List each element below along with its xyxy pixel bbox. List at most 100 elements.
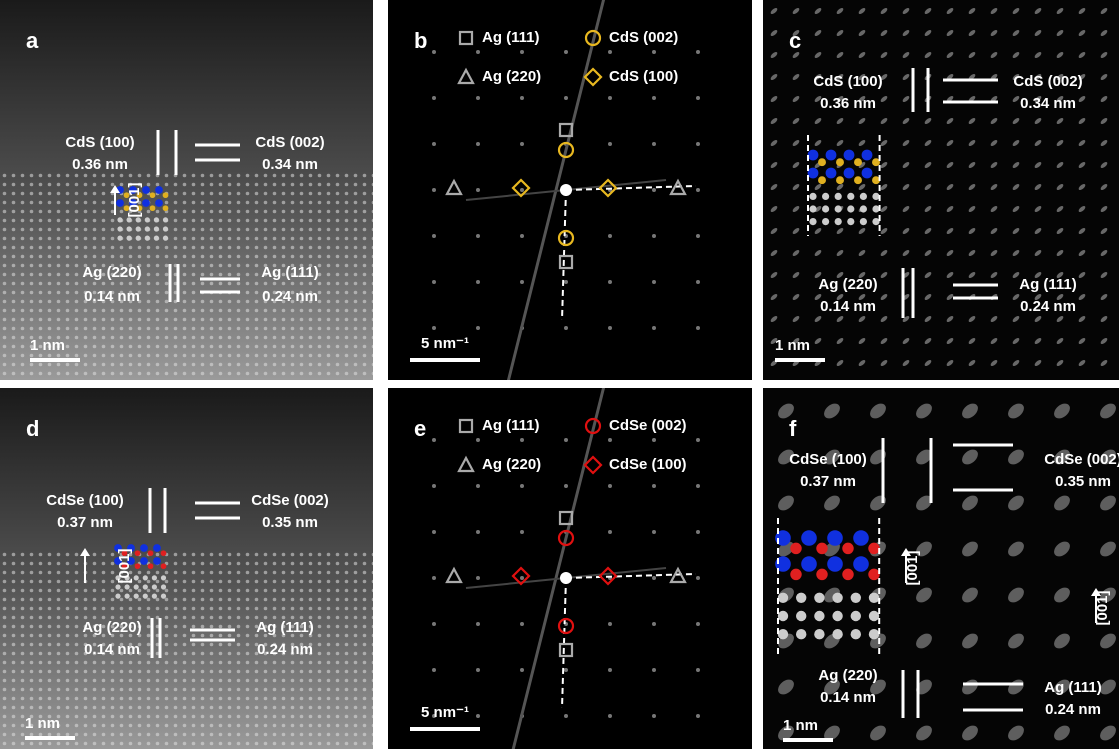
ag-atom — [835, 205, 842, 212]
annotation: CdS (002) — [1013, 73, 1082, 90]
ag-atom — [154, 236, 159, 241]
fft-spot — [696, 326, 700, 330]
atom — [163, 192, 169, 198]
annotation: 0.14 nm — [820, 298, 876, 315]
fft-spot — [432, 484, 436, 488]
annotation: Ag (220) — [82, 264, 141, 281]
atom — [790, 569, 801, 580]
legend-label: CdS (002) — [609, 29, 678, 46]
annotation: [001] — [1094, 590, 1111, 625]
ag-atom — [152, 575, 157, 580]
atom — [836, 176, 844, 184]
atom — [818, 158, 826, 166]
annotation: CdS (002) — [255, 134, 324, 151]
ag-atom — [851, 611, 861, 621]
fft-spot — [520, 438, 524, 442]
annotation: 0.34 nm — [262, 156, 318, 173]
ag-atom — [125, 584, 130, 589]
annotation: 0.34 nm — [1020, 95, 1076, 112]
legend-label: Ag (111) — [482, 29, 540, 46]
fft-spot — [652, 96, 656, 100]
fft-spot — [608, 234, 612, 238]
ag-atom — [161, 575, 166, 580]
atom — [826, 150, 837, 161]
ag-atom — [154, 226, 159, 231]
fft-spot — [696, 484, 700, 488]
annotation: 0.24 nm — [1020, 298, 1076, 315]
ag-atom — [814, 593, 824, 603]
atom — [808, 168, 819, 179]
ag-atom — [851, 629, 861, 639]
panel: CdS (100)0.36 nmCdS (002)0.34 nm[001]Ag … — [0, 0, 373, 380]
fft-spot — [652, 50, 656, 54]
fft-spot — [476, 188, 480, 192]
annotation: 0.35 nm — [1055, 473, 1111, 490]
fft-spot — [608, 484, 612, 488]
panel-body: Ag (111)CdSe (002)Ag (220)CdSe (100)5 nm… — [388, 378, 752, 749]
atom — [161, 550, 167, 556]
annotation: 0.36 nm — [820, 95, 876, 112]
fft-spot — [432, 50, 436, 54]
fft-spot — [652, 576, 656, 580]
ag-atom — [809, 205, 816, 212]
annotation: 0.14 nm — [84, 288, 140, 305]
ag-atom — [832, 629, 842, 639]
annotation: 0.37 nm — [57, 514, 113, 531]
atom — [853, 530, 869, 546]
atom — [153, 544, 161, 552]
fft-spot — [696, 234, 700, 238]
atom — [842, 543, 853, 554]
fft-background — [388, 388, 752, 749]
panel-body: CdSe (100)0.37 nmCdSe (002)0.35 nm[001]A… — [0, 388, 373, 749]
ag-atom — [152, 584, 157, 589]
ag-atom — [163, 236, 168, 241]
fft-spot — [652, 438, 656, 442]
annotation: [001] — [126, 182, 143, 217]
ag-atom — [145, 217, 150, 222]
atom — [842, 569, 853, 580]
scale-bar-label: 1 nm — [30, 337, 65, 354]
fft-spot — [564, 280, 568, 284]
ag-atom — [152, 594, 157, 599]
fft-spot — [476, 530, 480, 534]
fft-spot — [608, 50, 612, 54]
fft-spot — [520, 668, 524, 672]
panel-letter: a — [26, 28, 39, 53]
ag-atom — [860, 205, 867, 212]
atom — [853, 556, 869, 572]
fft-spot — [696, 530, 700, 534]
ag-atom — [117, 217, 122, 222]
fft-spot — [432, 280, 436, 284]
fft-spot — [652, 622, 656, 626]
fft-spot — [608, 96, 612, 100]
ag-atom — [860, 193, 867, 200]
atom — [868, 543, 879, 554]
ag-atom — [127, 236, 132, 241]
fft-spot — [608, 714, 612, 718]
panel-letter: d — [26, 416, 39, 441]
ag-atom — [860, 218, 867, 225]
fft-spot — [476, 622, 480, 626]
fft-spot — [476, 714, 480, 718]
fft-spot — [476, 142, 480, 146]
ag-atom — [796, 629, 806, 639]
scale-bar-label: 5 nm⁻¹ — [421, 335, 469, 352]
atom — [150, 192, 156, 198]
ag-atom — [143, 584, 148, 589]
fft-spot — [652, 484, 656, 488]
ag-atom — [814, 611, 824, 621]
annotation: Ag (111) — [261, 264, 319, 281]
atom — [142, 186, 150, 194]
fft-spot — [476, 50, 480, 54]
ag-atom — [822, 218, 829, 225]
legend-label: Ag (220) — [482, 68, 541, 85]
fft-spot — [476, 484, 480, 488]
ag-atom — [814, 629, 824, 639]
fft-spot — [608, 280, 612, 284]
fft-spot — [520, 188, 524, 192]
fft-spot — [520, 576, 524, 580]
fft-spot — [432, 188, 436, 192]
legend-label: CdSe (100) — [609, 456, 687, 473]
atom — [854, 158, 862, 166]
